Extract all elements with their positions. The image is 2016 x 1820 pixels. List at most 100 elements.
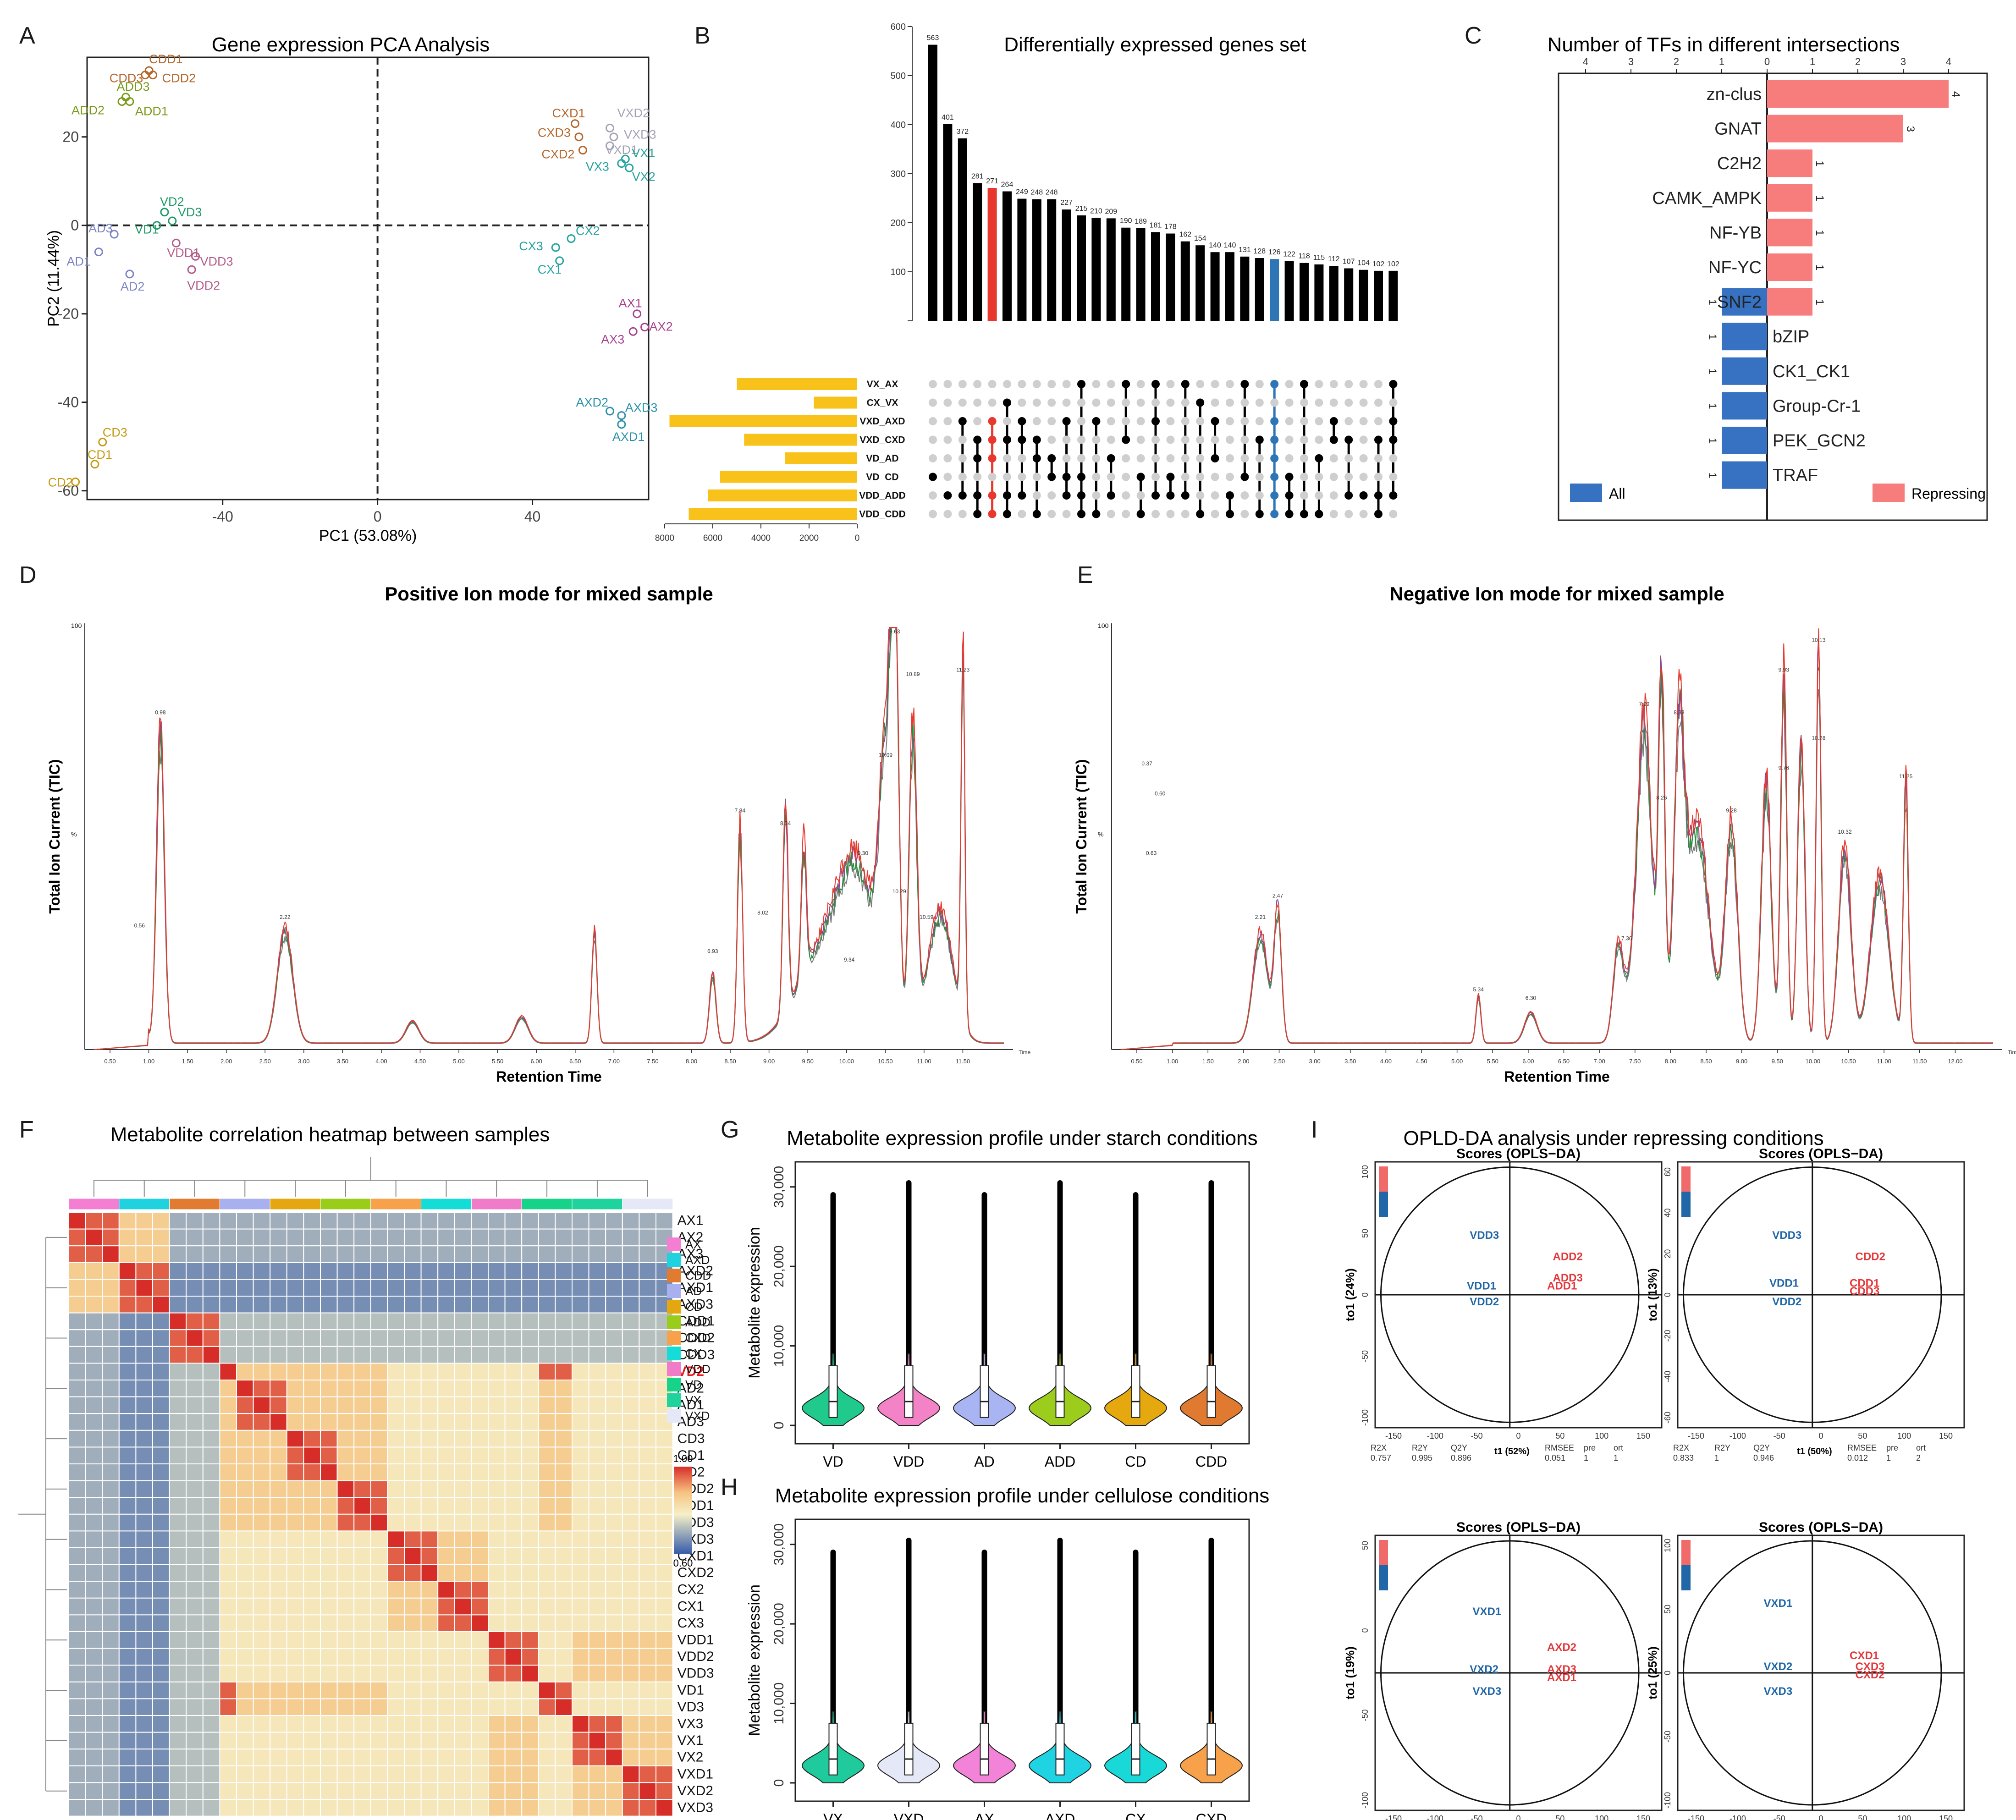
chart-f-cell xyxy=(219,1765,237,1783)
chart-f-cell xyxy=(152,1346,170,1364)
chart-xtick-label: 7.00 xyxy=(1593,1058,1605,1065)
chart-f-row-label: CDD3 xyxy=(678,1347,715,1362)
chart-xtick-label: 2.50 xyxy=(1273,1058,1285,1065)
chart-f-cell xyxy=(387,1296,405,1314)
chart-a-point xyxy=(555,256,564,265)
chart-b-matrix-dot xyxy=(1359,380,1368,388)
chart-f-group-bar xyxy=(219,1198,270,1210)
chart-a-point xyxy=(187,265,196,274)
chart-b-matrix-dot xyxy=(1062,380,1071,388)
chart-b-matrix-dot xyxy=(1032,454,1041,462)
chart-c-category: NF-YB xyxy=(1709,223,1762,242)
chart-f-cell xyxy=(253,1430,271,1448)
chart-f-cell xyxy=(102,1380,120,1397)
chart-f-cell xyxy=(85,1665,103,1683)
chart-a-point-label: ADD1 xyxy=(135,104,168,118)
chart-b-matrix-dot xyxy=(1047,510,1056,518)
chart-f-row-label: VDD2 xyxy=(678,1649,714,1664)
chart-f-cell xyxy=(437,1413,455,1431)
chart-i-stat-value: 0.757 xyxy=(1371,1453,1391,1463)
chart-f-cell xyxy=(454,1228,472,1247)
panel-letter-g: G xyxy=(721,1116,739,1143)
chart-xtick-label: 2.00 xyxy=(220,1058,232,1065)
chart-f-cell xyxy=(68,1597,86,1616)
chart-f-cell xyxy=(286,1413,304,1431)
chart-ytick-label: 10,000 xyxy=(771,1683,787,1725)
chart-f-cell xyxy=(622,1296,640,1314)
chart-b-set-tick-label: 6000 xyxy=(703,533,722,543)
chart-f-cell xyxy=(320,1581,338,1599)
chart-xtick-label: 1.50 xyxy=(1202,1058,1214,1065)
chart-f-cell xyxy=(102,1698,120,1716)
chart-d-peak-label: 0.98 xyxy=(155,709,166,716)
chart-f-cell xyxy=(152,1732,170,1750)
chart-f-cell xyxy=(286,1430,304,1448)
chart-f-cell xyxy=(202,1631,220,1649)
chart-f-cell xyxy=(336,1446,355,1465)
chart-f-cell xyxy=(420,1480,439,1498)
chart-f-cell xyxy=(555,1547,573,1565)
chart-f-cell xyxy=(303,1799,321,1817)
chart-f-cell xyxy=(236,1732,254,1750)
chart-xtick-label: 0.50 xyxy=(1131,1058,1142,1065)
chart-i-ylabel: to1 (25%) xyxy=(1646,1646,1659,1699)
chart-b-matrix-dot xyxy=(1077,380,1085,388)
panel-letter-i: I xyxy=(1311,1116,1318,1143)
chart-f-cell xyxy=(219,1614,237,1633)
chart-f-cell xyxy=(437,1513,455,1532)
chart-b-matrix-dot xyxy=(1092,417,1101,425)
chart-f-cell xyxy=(572,1413,589,1431)
chart-f-cell xyxy=(622,1446,640,1465)
chart-f-cell xyxy=(471,1463,489,1481)
chart-b-bar-label: 190 xyxy=(1120,217,1132,225)
chart-i-minibar xyxy=(1379,1166,1388,1192)
chart-f-cell xyxy=(135,1480,153,1498)
chart-b-matrix-dot xyxy=(1047,380,1056,388)
chart-b-set-tick-label: 4000 xyxy=(751,533,771,543)
chart-a-point-label: AD3 xyxy=(88,221,113,235)
chart-f-cell xyxy=(555,1245,573,1263)
chart-f-cell xyxy=(471,1296,489,1314)
chart-f-cell xyxy=(504,1513,523,1532)
chart-f-cell xyxy=(118,1698,137,1716)
chart-b-matrix-dot xyxy=(1329,510,1338,518)
chart-i-ytick-label: -60 xyxy=(1663,1412,1672,1424)
chart-f-cell xyxy=(639,1262,657,1280)
chart-f-cell xyxy=(102,1547,120,1565)
chart-f-cell xyxy=(236,1614,254,1633)
chart-f-row-label: CDD1 xyxy=(678,1314,715,1329)
chart-f-cell xyxy=(135,1564,153,1582)
chart-a-point-label: VX3 xyxy=(586,160,609,174)
chart-f-cell xyxy=(521,1346,539,1364)
chart-f-cell xyxy=(236,1380,254,1397)
chart-f-cell xyxy=(68,1681,86,1699)
chart-f-cell xyxy=(588,1749,606,1766)
chart-f-cell xyxy=(336,1782,355,1800)
chart-f-cell xyxy=(169,1346,187,1364)
chart-f-cell xyxy=(588,1430,606,1448)
chart-f-cell xyxy=(471,1430,489,1448)
chart-f-cell xyxy=(387,1782,405,1800)
chart-f-cell xyxy=(286,1564,304,1582)
chart-f-cell xyxy=(588,1732,606,1750)
chart-f-cell xyxy=(169,1396,187,1414)
chart-violin-box xyxy=(1131,1722,1140,1776)
chart-f-cell xyxy=(102,1765,120,1783)
chart-f-cell xyxy=(404,1581,422,1599)
chart-b-matrix-dot xyxy=(1107,473,1115,481)
chart-b-matrix-dot xyxy=(1255,398,1264,407)
chart-violin-box xyxy=(1206,1365,1216,1418)
chart-f-cell xyxy=(454,1715,472,1733)
chart-b-bar-label: 181 xyxy=(1150,221,1162,229)
chart-f-cell xyxy=(387,1413,405,1431)
chart-i-xtick-label: -150 xyxy=(1688,1431,1704,1441)
chart-f-cell xyxy=(555,1463,573,1481)
chart-b-matrix-dot xyxy=(929,435,937,444)
chart-b-matrix-dot xyxy=(943,380,952,388)
chart-f-group-bar xyxy=(370,1198,422,1210)
chart-b-bar-label: 115 xyxy=(1313,254,1325,262)
chart-f-cell xyxy=(286,1228,304,1247)
chart-f-cell xyxy=(555,1665,573,1683)
chart-b-matrix-dot xyxy=(1003,454,1011,462)
chart-f-cell xyxy=(202,1228,220,1247)
